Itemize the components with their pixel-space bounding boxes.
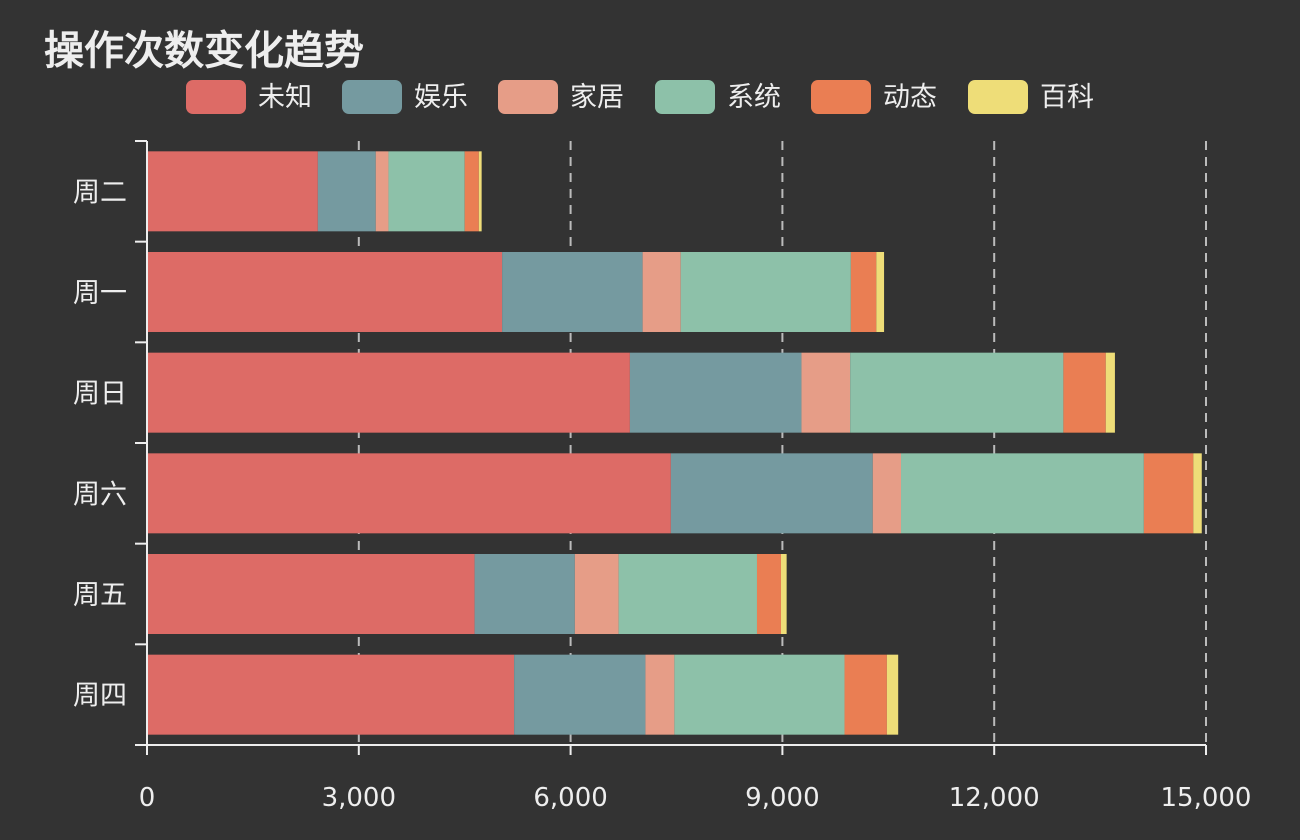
- legend-label[interactable]: 娱乐: [414, 82, 468, 113]
- bar-segment[interactable]: [844, 654, 887, 735]
- bar-segment[interactable]: [850, 252, 877, 332]
- x-tick-label: 3,000: [322, 783, 396, 813]
- bar-segment[interactable]: [147, 151, 318, 232]
- bar-segment[interactable]: [147, 554, 475, 634]
- bar-segment[interactable]: [1193, 453, 1202, 534]
- legend-label[interactable]: 百科: [1040, 82, 1094, 113]
- category-label: 周一: [73, 278, 127, 309]
- bar-segment[interactable]: [680, 252, 851, 332]
- x-tick-label: 6,000: [533, 783, 607, 813]
- category-label: 周六: [73, 479, 127, 510]
- bar-segment[interactable]: [618, 554, 757, 634]
- bar-segment[interactable]: [464, 151, 479, 232]
- legend-swatch[interactable]: [655, 80, 715, 114]
- bar-segment[interactable]: [388, 151, 465, 232]
- x-tick-label: 0: [139, 783, 156, 813]
- bar-segment[interactable]: [147, 654, 515, 735]
- legend-swatch[interactable]: [342, 80, 402, 114]
- bar-segment[interactable]: [147, 252, 503, 332]
- x-tick-label: 12,000: [949, 783, 1040, 813]
- legend: 未知 娱乐 家居 系统 动态 百科: [186, 80, 1094, 114]
- bar-segment[interactable]: [756, 554, 781, 634]
- bar-segment[interactable]: [147, 352, 630, 433]
- bar-segment[interactable]: [147, 453, 671, 534]
- bar-segment[interactable]: [317, 151, 376, 232]
- bar-segment[interactable]: [901, 453, 1144, 534]
- bar-segment[interactable]: [574, 554, 619, 634]
- legend-label[interactable]: 未知: [258, 82, 312, 113]
- legend-label[interactable]: 家居: [570, 82, 624, 113]
- category-label: 周二: [73, 177, 127, 208]
- bar-segment[interactable]: [375, 151, 389, 232]
- bar-segment[interactable]: [674, 654, 845, 735]
- bar-segment[interactable]: [1143, 453, 1194, 534]
- bar-segment[interactable]: [645, 654, 675, 735]
- bar-segment[interactable]: [801, 352, 851, 433]
- bar-segment[interactable]: [502, 252, 643, 332]
- bar-segment[interactable]: [780, 554, 787, 634]
- bar-segment[interactable]: [474, 554, 575, 634]
- bar-segment[interactable]: [886, 654, 899, 735]
- bar-segment[interactable]: [478, 151, 482, 232]
- bar-segment[interactable]: [514, 654, 646, 735]
- legend-label[interactable]: 系统: [727, 82, 781, 113]
- bar-segment[interactable]: [872, 453, 902, 534]
- category-label: 周五: [73, 580, 127, 611]
- bar-segment[interactable]: [850, 352, 1064, 433]
- chart-title: 操作次数变化趋势: [44, 28, 364, 74]
- x-tick-label: 9,000: [745, 783, 819, 813]
- bar-segment[interactable]: [1063, 352, 1106, 433]
- bar-segment[interactable]: [670, 453, 873, 534]
- legend-swatch[interactable]: [811, 80, 871, 114]
- bar-segment[interactable]: [629, 352, 802, 433]
- bar-segment[interactable]: [1105, 352, 1115, 433]
- bar-segment[interactable]: [642, 252, 681, 332]
- legend-label[interactable]: 动态: [883, 82, 937, 113]
- bar-segment[interactable]: [876, 252, 885, 332]
- legend-swatch[interactable]: [186, 80, 246, 114]
- legend-swatch[interactable]: [498, 80, 558, 114]
- bars: [147, 151, 1202, 735]
- category-label: 周四: [73, 681, 127, 712]
- grid-lines: [357, 141, 1207, 745]
- legend-swatch[interactable]: [968, 80, 1028, 114]
- x-tick-label: 15,000: [1161, 783, 1252, 813]
- category-label: 周日: [73, 379, 127, 410]
